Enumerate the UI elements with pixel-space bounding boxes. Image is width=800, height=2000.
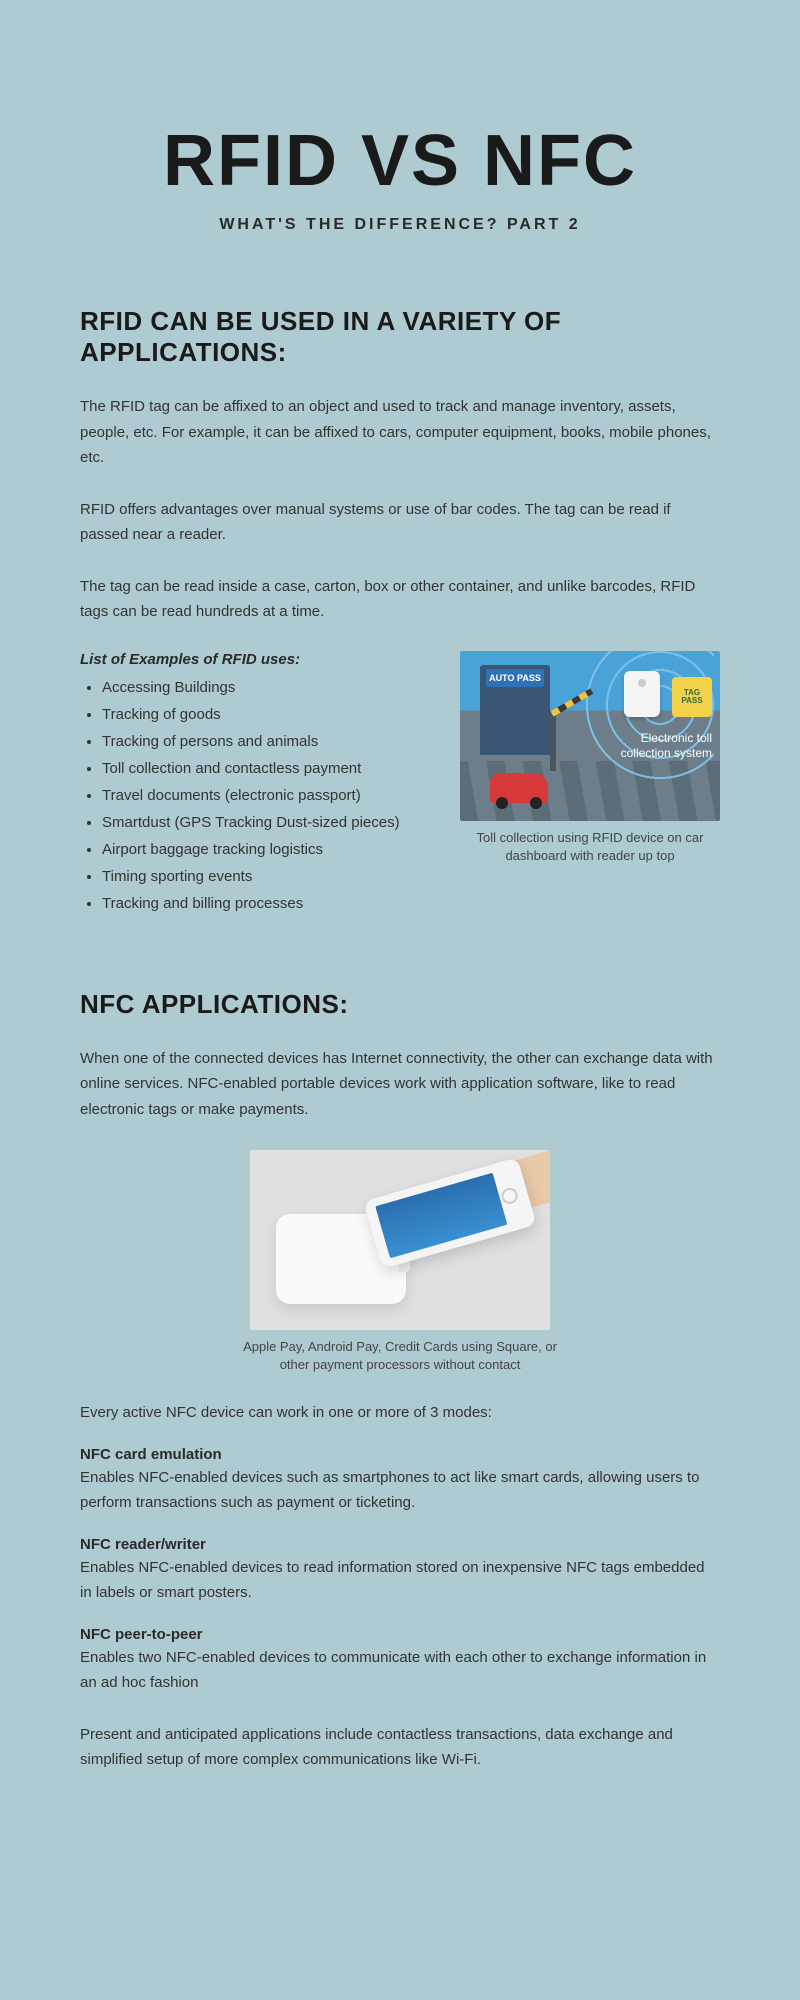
toll-illustration: AUTO PASS TAG PASS Electronic toll colle…	[460, 651, 720, 821]
nfc-payment-illustration	[250, 1150, 550, 1330]
nfc-mode-title: NFC card emulation	[80, 1446, 720, 1463]
list-item: Accessing Buildings	[102, 674, 432, 701]
rfid-list-intro: List of Examples of RFID uses:	[80, 651, 432, 668]
nfc-mode-title: NFC reader/writer	[80, 1536, 720, 1553]
list-item: Toll collection and contactless payment	[102, 755, 432, 782]
nfc-mode-block: NFC card emulation Enables NFC-enabled d…	[80, 1446, 720, 1516]
rfid-heading: RFID CAN BE USED IN A VARIETY OF APPLICA…	[80, 306, 720, 368]
toll-figure: AUTO PASS TAG PASS Electronic toll colle…	[460, 651, 720, 865]
rfid-para-2: RFID offers advantages over manual syste…	[80, 497, 720, 548]
rfid-figure-column: AUTO PASS TAG PASS Electronic toll colle…	[460, 625, 720, 865]
toll-sign: AUTO PASS	[486, 669, 544, 687]
nfc-mode-desc: Enables NFC-enabled devices such as smar…	[80, 1465, 720, 1516]
rfid-reader-icon	[624, 671, 660, 717]
nfc-mode-desc: Enables NFC-enabled devices to read info…	[80, 1555, 720, 1606]
nfc-mode-block: NFC peer-to-peer Enables two NFC-enabled…	[80, 1626, 720, 1696]
nfc-figure: Apple Pay, Android Pay, Credit Cards usi…	[80, 1150, 720, 1374]
list-item: Smartdust (GPS Tracking Dust-sized piece…	[102, 809, 432, 836]
list-item: Tracking and billing processes	[102, 890, 432, 917]
nfc-caption: Apple Pay, Android Pay, Credit Cards usi…	[230, 1338, 570, 1374]
rfid-two-column: List of Examples of RFID uses: Accessing…	[80, 625, 720, 917]
nfc-mode-block: NFC reader/writer Enables NFC-enabled de…	[80, 1536, 720, 1606]
list-item: Travel documents (electronic passport)	[102, 782, 432, 809]
page: RFID VS NFC WHAT'S THE DIFFERENCE? PART …	[0, 0, 800, 1833]
toll-overlay-text: Electronic toll collection system	[592, 731, 712, 762]
car-icon	[490, 773, 548, 803]
nfc-mode-desc: Enables two NFC-enabled devices to commu…	[80, 1645, 720, 1696]
list-item: Tracking of persons and animals	[102, 728, 432, 755]
nfc-modes-intro: Every active NFC device can work in one …	[80, 1400, 720, 1426]
nfc-para-1: When one of the connected devices has In…	[80, 1046, 720, 1123]
toll-barrier-post	[550, 711, 556, 771]
smartphone-icon	[363, 1157, 536, 1268]
subtitle: WHAT'S THE DIFFERENCE? PART 2	[80, 216, 720, 234]
tag-line-2: PASS	[681, 697, 702, 705]
rfid-list-column: List of Examples of RFID uses: Accessing…	[80, 625, 432, 917]
toll-caption: Toll collection using RFID device on car…	[460, 829, 720, 865]
tag-pass-badge: TAG PASS	[672, 677, 712, 717]
list-item: Airport baggage tracking logistics	[102, 836, 432, 863]
nfc-closing: Present and anticipated applications inc…	[80, 1722, 720, 1773]
nfc-heading: NFC APPLICATIONS:	[80, 989, 720, 1020]
list-item: Timing sporting events	[102, 863, 432, 890]
rfid-list: Accessing Buildings Tracking of goods Tr…	[80, 674, 432, 917]
toll-booth: AUTO PASS	[480, 665, 550, 755]
rfid-para-1: The RFID tag can be affixed to an object…	[80, 394, 720, 471]
list-item: Tracking of goods	[102, 701, 432, 728]
nfc-mode-title: NFC peer-to-peer	[80, 1626, 720, 1643]
main-title: RFID VS NFC	[80, 120, 720, 202]
rfid-para-3: The tag can be read inside a case, carto…	[80, 574, 720, 625]
